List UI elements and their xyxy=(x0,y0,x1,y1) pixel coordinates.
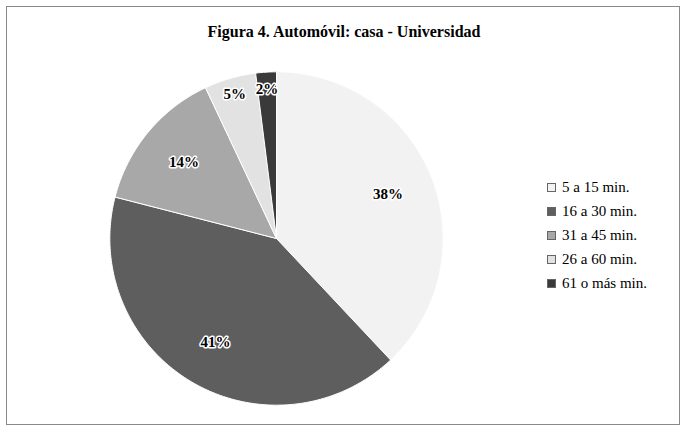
html-text:16 a 30 min.: 16 a 30 min. xyxy=(562,202,637,219)
svg-text:14%: 14% xyxy=(169,154,199,170)
svg-text:5%: 5% xyxy=(223,86,246,102)
html-text:61 o más min.: 61 o más min. xyxy=(562,274,647,291)
svg-text:2%: 2% xyxy=(256,81,279,97)
svg-text:41%: 41% xyxy=(200,334,230,350)
svg-text:38%: 38% xyxy=(373,186,403,202)
html-text:Figura 4. Automóvil: casa - Un: Figura 4. Automóvil: casa - Universidad xyxy=(207,23,481,40)
html-text:5 a 15 min.: 5 a 15 min. xyxy=(562,178,630,195)
html-text:31 a 45 min.: 31 a 45 min. xyxy=(562,226,637,243)
html-text:26 a 60 min.: 26 a 60 min. xyxy=(562,250,637,267)
